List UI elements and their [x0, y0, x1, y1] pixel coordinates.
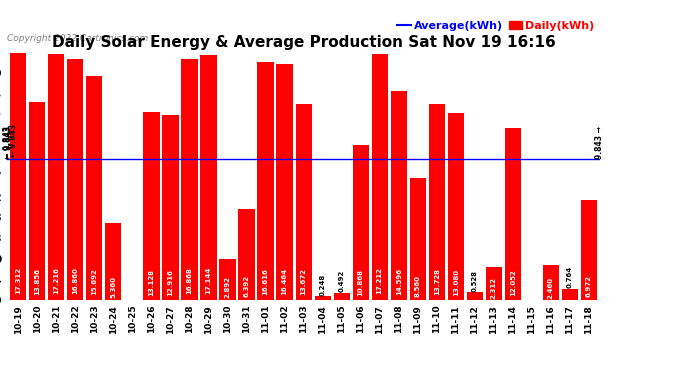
Bar [106, 224, 121, 300]
Bar [86, 75, 103, 300]
Text: ← 9.843: ← 9.843 [9, 124, 18, 157]
Bar [68, 59, 83, 300]
Bar [466, 292, 483, 300]
Text: 13.080: 13.080 [453, 268, 459, 296]
Bar [543, 265, 559, 300]
Bar [428, 104, 445, 300]
Bar [144, 112, 159, 300]
Text: 0.492: 0.492 [339, 270, 344, 292]
Text: 14.596: 14.596 [395, 268, 402, 295]
Bar [10, 53, 26, 300]
Text: 17.312: 17.312 [15, 267, 21, 294]
Bar [257, 62, 274, 300]
Bar [219, 259, 235, 300]
Text: Copyright 2022 Cartronics.com: Copyright 2022 Cartronics.com [7, 34, 148, 43]
Bar [486, 267, 502, 300]
Text: 9.843 →: 9.843 → [595, 126, 604, 159]
Bar [295, 104, 312, 300]
Title: Daily Solar Energy & Average Production Sat Nov 19 16:16: Daily Solar Energy & Average Production … [52, 35, 555, 50]
Text: 16.464: 16.464 [282, 267, 288, 295]
Bar [48, 54, 64, 300]
Text: 6.972: 6.972 [586, 275, 592, 297]
Text: 12.916: 12.916 [168, 269, 173, 296]
Text: 2.892: 2.892 [224, 276, 230, 298]
Bar [372, 54, 388, 300]
Text: 0.764: 0.764 [567, 266, 573, 288]
Bar [239, 209, 255, 300]
Text: 16.868: 16.868 [186, 268, 193, 294]
Text: 16.860: 16.860 [72, 268, 79, 294]
Text: 0.248: 0.248 [319, 273, 326, 296]
Bar [562, 289, 578, 300]
Text: ← 9.843: ← 9.843 [3, 126, 12, 159]
Bar [410, 177, 426, 300]
Text: 13.128: 13.128 [148, 268, 155, 296]
Text: 0.528: 0.528 [472, 270, 477, 292]
Text: ← 9.843: ← 9.843 [4, 126, 13, 159]
Bar [29, 102, 46, 300]
Bar [391, 91, 407, 300]
Bar [353, 144, 368, 300]
Text: 12.052: 12.052 [510, 269, 516, 296]
Text: 13.856: 13.856 [34, 268, 40, 296]
Bar [200, 55, 217, 300]
Text: 6.392: 6.392 [244, 276, 250, 297]
Text: 8.560: 8.560 [415, 275, 421, 297]
Bar [333, 293, 350, 300]
Text: 16.616: 16.616 [263, 268, 268, 294]
Bar [277, 64, 293, 300]
Text: 2.312: 2.312 [491, 277, 497, 298]
Bar [162, 115, 179, 300]
Bar [581, 200, 597, 300]
Text: 13.672: 13.672 [301, 268, 306, 296]
Text: 10.868: 10.868 [357, 269, 364, 296]
Bar [181, 58, 197, 300]
Text: 17.212: 17.212 [377, 267, 383, 294]
Text: 17.144: 17.144 [206, 267, 212, 294]
Text: 5.360: 5.360 [110, 276, 117, 298]
Bar [315, 297, 331, 300]
Text: 13.728: 13.728 [434, 268, 440, 296]
Bar [448, 113, 464, 300]
Text: 2.460: 2.460 [548, 276, 554, 298]
Text: 17.216: 17.216 [53, 267, 59, 294]
Bar [504, 128, 521, 300]
Text: 15.692: 15.692 [91, 268, 97, 295]
Legend: Average(kWh), Daily(kWh): Average(kWh), Daily(kWh) [397, 21, 595, 31]
